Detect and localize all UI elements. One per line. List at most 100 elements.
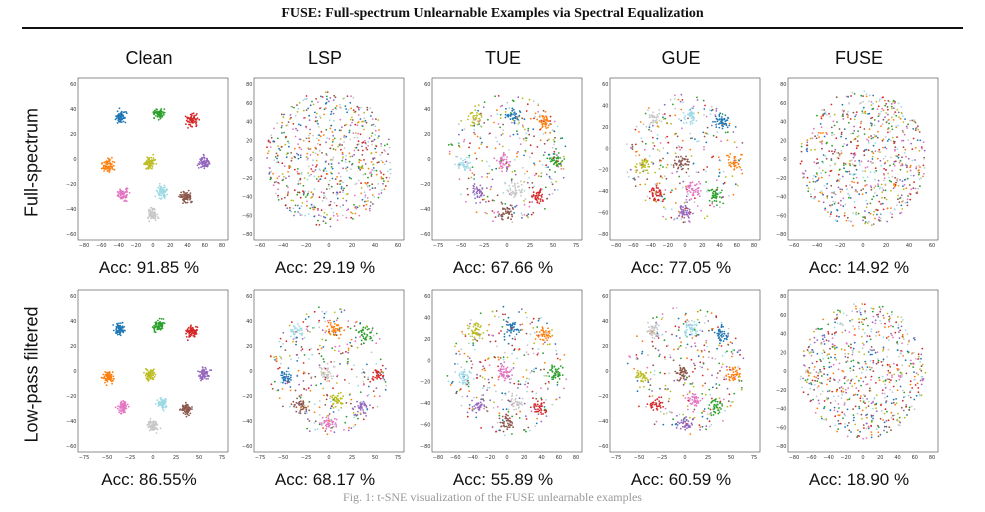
embedding-point: [666, 152, 669, 154]
embedding-point: [914, 129, 917, 131]
y-tick-label: −20: [66, 182, 77, 188]
embedding-point: [119, 197, 122, 200]
embedding-point: [534, 115, 536, 118]
x-tick-label: 0: [861, 243, 864, 249]
embedding-point: [702, 99, 705, 102]
embedding-point: [305, 410, 308, 413]
embedding-point: [371, 339, 374, 342]
embedding-point: [338, 350, 340, 352]
embedding-point: [689, 148, 692, 151]
embedding-point: [357, 106, 360, 109]
embedding-point: [146, 369, 149, 372]
embedding-point: [195, 114, 197, 117]
embedding-point: [853, 200, 856, 203]
embedding-point: [822, 154, 825, 156]
embedding-point: [855, 113, 858, 116]
embedding-point: [870, 224, 873, 227]
embedding-point: [686, 209, 688, 212]
embedding-point: [893, 160, 896, 163]
embedding-point: [527, 129, 530, 132]
embedding-point: [185, 193, 188, 196]
embedding-point: [685, 155, 687, 158]
embedding-point: [116, 122, 119, 124]
embedding-point: [472, 191, 475, 194]
embedding-point: [376, 370, 379, 373]
embedding-point: [502, 162, 504, 165]
embedding-point: [504, 181, 506, 184]
embedding-point: [469, 167, 471, 169]
embedding-point: [521, 217, 523, 219]
embedding-point: [899, 168, 902, 171]
embedding-point: [730, 165, 732, 168]
embedding-point: [846, 216, 849, 219]
embedding-point: [724, 114, 727, 117]
embedding-point: [533, 185, 535, 188]
embedding-point: [370, 115, 372, 117]
embedding-point: [692, 189, 695, 192]
embedding-point: [662, 113, 665, 116]
embedding-point: [362, 418, 365, 421]
embedding-point: [718, 159, 721, 161]
embedding-point: [150, 206, 152, 209]
embedding-point: [890, 189, 892, 192]
embedding-point: [347, 429, 350, 432]
embedding-point: [824, 209, 826, 211]
embedding-point: [508, 149, 510, 151]
embedding-point: [109, 165, 112, 168]
y-tick-label: 0: [783, 157, 786, 163]
embedding-point: [309, 132, 311, 135]
embedding-point: [483, 101, 486, 103]
embedding-point: [826, 195, 829, 198]
embedding-point: [480, 112, 482, 115]
embedding-point: [560, 168, 563, 170]
embedding-point: [854, 153, 857, 156]
embedding-point: [547, 126, 549, 129]
embedding-point: [551, 156, 553, 159]
embedding-point: [715, 117, 718, 120]
embedding-point: [457, 142, 460, 144]
embedding-point: [737, 163, 740, 165]
embedding-point: [494, 216, 497, 219]
embedding-point: [549, 157, 551, 159]
embedding-point: [513, 122, 516, 125]
embedding-point: [694, 138, 696, 140]
embedding-point: [158, 182, 161, 185]
embedding-point: [820, 141, 823, 144]
embedding-point: [325, 428, 328, 430]
embedding-point: [493, 211, 496, 214]
embedding-point: [294, 404, 296, 406]
embedding-point: [305, 408, 308, 411]
embedding-point: [820, 176, 823, 179]
embedding-point: [555, 159, 558, 162]
embedding-point: [108, 159, 111, 161]
embedding-point: [855, 189, 857, 191]
embedding-point: [513, 196, 515, 198]
embedding-point: [295, 406, 298, 408]
embedding-point: [514, 186, 516, 188]
embedding-point: [865, 191, 867, 194]
embedding-point: [282, 405, 284, 408]
embedding-point: [362, 380, 365, 383]
embedding-point: [822, 193, 824, 196]
embedding-point: [715, 179, 718, 182]
embedding-point: [706, 166, 709, 168]
embedding-point: [869, 202, 872, 205]
embedding-point: [335, 191, 338, 194]
embedding-point: [315, 384, 318, 387]
embedding-point: [710, 124, 713, 127]
embedding-point: [703, 148, 705, 151]
y-tick-label: 60: [424, 82, 430, 88]
embedding-point: [508, 211, 511, 214]
embedding-point: [340, 311, 343, 313]
embedding-point: [475, 211, 478, 214]
embedding-point: [674, 162, 676, 165]
embedding-point: [670, 122, 672, 125]
embedding-point: [648, 197, 651, 200]
embedding-point: [512, 208, 514, 210]
embedding-point: [671, 189, 673, 192]
embedding-point: [329, 333, 332, 336]
embedding-point: [721, 189, 723, 192]
embedding-point: [325, 416, 328, 419]
embedding-point: [324, 222, 327, 225]
embedding-point: [879, 112, 881, 115]
